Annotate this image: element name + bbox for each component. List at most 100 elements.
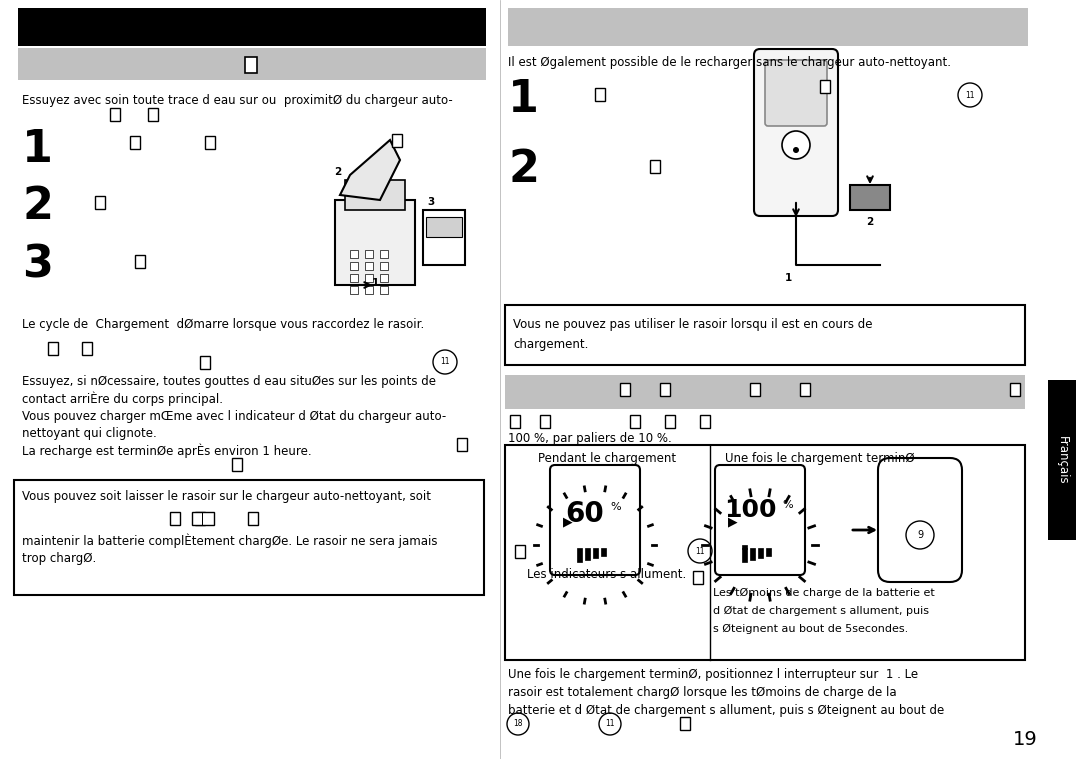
Bar [742,548,747,562]
Bar [505,375,1025,409]
Circle shape [958,83,982,107]
Bar [577,548,582,562]
Text: 18: 18 [513,720,523,729]
Text: chargement.: chargement. [513,338,589,351]
Bar [380,286,388,294]
Bar [380,262,388,270]
Circle shape [507,713,529,735]
Circle shape [688,539,712,563]
Text: 1: 1 [372,278,379,288]
Text: Vous ne pouvez pas utiliser le rasoir lorsqu il est en cours de: Vous ne pouvez pas utiliser le rasoir lo… [513,318,873,331]
Bar [345,180,405,210]
Circle shape [599,713,621,735]
Bar [14,480,484,595]
Text: 100 %, par paliers de 10 %.: 100 %, par paliers de 10 %. [508,432,672,445]
Bar [148,108,158,121]
Bar [135,255,145,268]
Bar [660,383,670,396]
Bar [195,512,205,525]
Text: 1: 1 [508,78,539,121]
Text: contact arriÈre du corps principal.: contact arriÈre du corps principal. [22,392,222,407]
Bar [365,286,373,294]
Bar [82,342,92,355]
Bar [540,415,550,428]
Bar [680,717,690,730]
Bar [205,136,215,149]
Text: Pendant le chargement: Pendant le chargement [538,452,676,465]
Bar [593,548,598,558]
Text: Il est Øgalement possible de le recharger sans le chargeur auto-nettoyant.: Il est Øgalement possible de le recharge… [508,56,951,69]
Text: 3: 3 [22,244,53,287]
Circle shape [906,521,934,549]
Bar [380,274,388,282]
Circle shape [782,131,810,159]
Bar [232,458,242,471]
Bar [800,383,810,396]
Text: La recharge est terminØe aprÈs environ 1 heure.: La recharge est terminØe aprÈs environ 1… [22,444,312,458]
Bar [510,415,519,428]
Bar [95,196,105,209]
FancyBboxPatch shape [765,60,827,126]
Bar [365,274,373,282]
FancyBboxPatch shape [550,465,640,575]
Text: 60: 60 [566,500,605,528]
Text: maintenir la batterie complÈtement chargØe. Le rasoir ne sera jamais: maintenir la batterie complÈtement charg… [22,534,437,549]
Bar [248,512,258,525]
Text: trop chargØ.: trop chargØ. [22,552,96,565]
Bar [1010,383,1020,396]
Text: nettoyant qui clignote.: nettoyant qui clignote. [22,427,157,440]
Circle shape [793,147,799,153]
Text: %: % [610,502,621,512]
Text: rasoir est totalement chargØ lorsque les tØmoins de charge de la: rasoir est totalement chargØ lorsque les… [508,686,896,699]
Bar [350,274,357,282]
Bar [18,48,486,80]
Text: 2: 2 [508,148,539,191]
Text: Le cycle de  Chargement  dØmarre lorsque vous raccordez le rasoir.: Le cycle de Chargement dØmarre lorsque v… [22,318,424,331]
Text: 2: 2 [335,167,341,177]
FancyBboxPatch shape [754,49,838,216]
Text: 11: 11 [696,546,705,556]
Text: 19: 19 [1013,730,1038,749]
Polygon shape [340,140,400,200]
Bar [365,250,373,258]
Bar [192,512,214,525]
Bar [505,305,1025,365]
Bar [820,80,831,93]
Bar [350,250,357,258]
Text: Français: Français [1055,436,1068,484]
Bar [245,57,257,73]
Bar [505,445,1025,660]
Bar [750,383,760,396]
Text: s Øteignent au bout de 5secondes.: s Øteignent au bout de 5secondes. [713,624,908,635]
Bar [750,548,755,560]
Circle shape [433,350,457,374]
Bar [18,8,486,46]
Text: d Øtat de chargement s allument, puis: d Øtat de chargement s allument, puis [713,606,929,616]
FancyBboxPatch shape [715,465,805,575]
Bar [350,286,357,294]
Text: batterie et d Øtat de chargement s allument, puis s Øteignent au bout de: batterie et d Øtat de chargement s allum… [508,704,944,717]
Bar [508,8,1028,46]
Text: 3: 3 [428,197,434,207]
Bar [200,356,210,369]
Bar [620,383,630,396]
Text: 100: 100 [724,498,777,522]
Bar [700,415,710,428]
Text: ▶: ▶ [563,515,572,528]
Bar [650,160,660,173]
Bar [457,438,467,451]
Text: Essuyez, si nØcessaire, toutes gouttes d eau situØes sur les points de: Essuyez, si nØcessaire, toutes gouttes d… [22,375,436,388]
Bar [515,545,525,558]
Text: 11: 11 [605,720,615,729]
Bar [742,545,747,549]
Text: 9: 9 [917,530,923,540]
Text: Les tØmoins de charge de la batterie et: Les tØmoins de charge de la batterie et [713,588,935,598]
Text: Une fois le chargement terminØ, positionnez l interrupteur sur  1 . Le: Une fois le chargement terminØ, position… [508,668,918,681]
FancyBboxPatch shape [878,458,962,582]
Bar [380,250,388,258]
Bar [110,108,120,121]
Bar [693,571,703,584]
Bar [48,342,58,355]
Bar [585,548,590,560]
Bar [170,512,180,525]
